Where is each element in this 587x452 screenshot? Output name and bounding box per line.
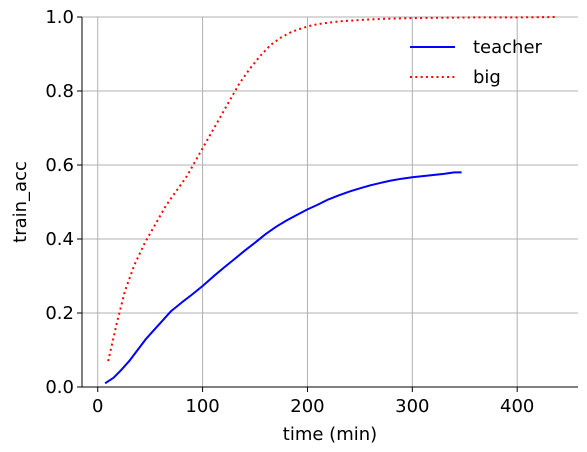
x-tick-label: 300 [395,396,429,417]
ticks: 0 100 200 300 400 0.0 0.2 0.4 0.6 0.8 1.0 [45,7,534,417]
y-tick-label: 0.8 [45,81,74,102]
x-tick-label: 0 [92,396,103,417]
y-tick-label: 0.2 [45,303,74,324]
y-tick-label: 1.0 [45,7,74,28]
y-tick-label: 0.4 [45,229,74,250]
x-tick-label: 200 [290,396,324,417]
axes [82,17,578,387]
y-tick-label: 0.6 [45,155,74,176]
legend-label-teacher: teacher [473,37,543,58]
grid [82,17,578,387]
x-tick-label: 400 [500,396,534,417]
x-axis-label: time (min) [283,424,377,445]
series-line-teacher [105,172,462,383]
y-axis-label: train_acc [10,161,31,243]
y-tick-label: 0.0 [45,377,74,398]
legend: teacher big [410,37,543,88]
x-tick-label: 100 [185,396,219,417]
legend-label-big: big [473,67,501,88]
